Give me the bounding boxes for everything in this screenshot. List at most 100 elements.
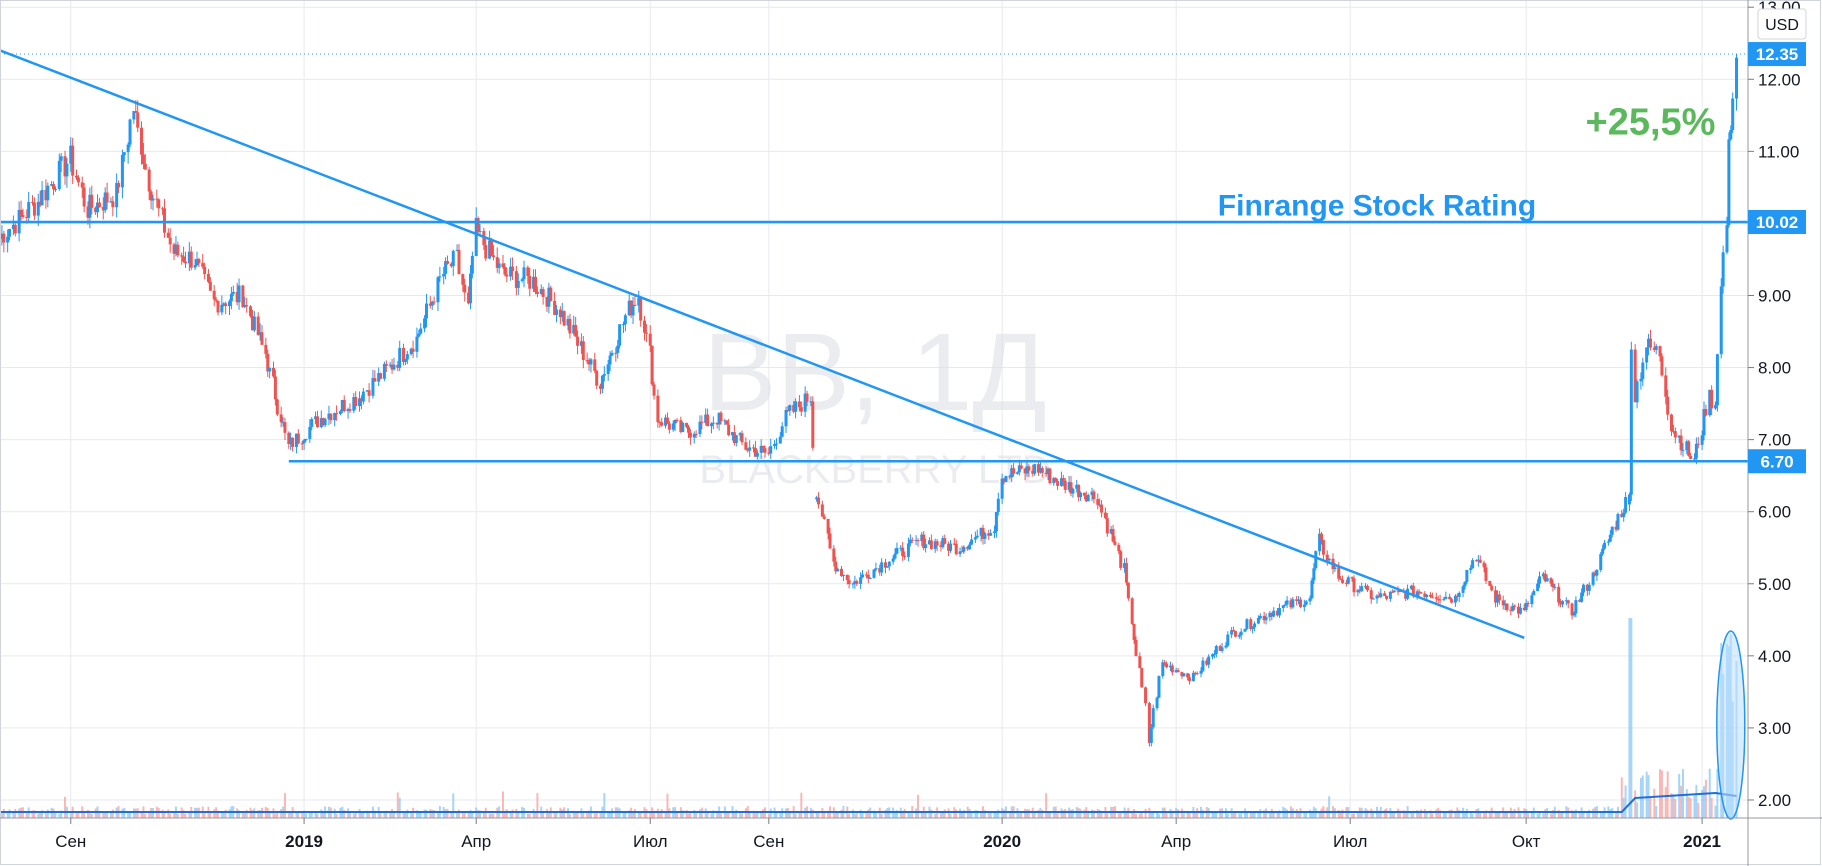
candle-body[interactable] — [182, 256, 186, 262]
candle-body[interactable] — [1522, 607, 1526, 611]
candle-body[interactable] — [1314, 551, 1318, 569]
candle-body[interactable] — [1599, 554, 1603, 570]
candle-body[interactable] — [1123, 563, 1127, 568]
candle-body[interactable] — [206, 274, 210, 282]
currency-box[interactable] — [1757, 8, 1807, 40]
candle-body[interactable] — [392, 364, 396, 370]
candle-body[interactable] — [1295, 599, 1299, 601]
candle-body[interactable] — [1474, 560, 1478, 562]
candle-body[interactable] — [1681, 450, 1685, 452]
candle-body[interactable] — [874, 568, 878, 570]
candle-body[interactable] — [1285, 600, 1289, 605]
candle-body[interactable] — [214, 299, 218, 301]
candle-body[interactable] — [0, 233, 4, 239]
candle-body[interactable] — [13, 224, 17, 234]
candle-body[interactable] — [1168, 665, 1172, 668]
candle-body[interactable] — [1230, 630, 1234, 635]
candle-body[interactable] — [1578, 600, 1582, 602]
candle-body[interactable] — [1350, 577, 1354, 579]
candle-body[interactable] — [832, 548, 836, 562]
candle-body[interactable] — [258, 332, 262, 335]
candle-body[interactable] — [600, 375, 604, 389]
candle-body[interactable] — [836, 568, 840, 572]
candle-body[interactable] — [1501, 600, 1505, 606]
candle-body[interactable] — [941, 538, 945, 548]
candle-body[interactable] — [1633, 349, 1637, 403]
candle-body[interactable] — [201, 263, 205, 267]
candle-body[interactable] — [161, 208, 165, 210]
candle-body[interactable] — [338, 411, 342, 414]
candle-body[interactable] — [1090, 491, 1094, 495]
candle-body[interactable] — [237, 285, 241, 303]
candle-body[interactable] — [1256, 618, 1260, 624]
candle-body[interactable] — [1725, 225, 1729, 253]
candle-body[interactable] — [149, 191, 153, 201]
candle-body[interactable] — [1082, 492, 1086, 496]
candle-body[interactable] — [94, 207, 98, 213]
candle-body[interactable] — [329, 413, 333, 421]
candle-body[interactable] — [371, 378, 375, 396]
candle-body[interactable] — [396, 364, 400, 368]
candle-body[interactable] — [1205, 660, 1209, 665]
candle-body[interactable] — [755, 452, 759, 457]
candle-body[interactable] — [989, 533, 993, 536]
candle-body[interactable] — [1469, 568, 1473, 570]
candle-body[interactable] — [193, 265, 197, 268]
candle-body[interactable] — [992, 531, 996, 534]
candle-body[interactable] — [778, 436, 782, 444]
candle-body[interactable] — [503, 267, 507, 275]
candle-body[interactable] — [660, 422, 664, 426]
candle-body[interactable] — [1207, 656, 1211, 665]
candle-body[interactable] — [467, 292, 471, 304]
candle-body[interactable] — [1191, 672, 1195, 681]
candle-body[interactable] — [147, 169, 151, 192]
candle-body[interactable] — [572, 324, 576, 334]
candle-body[interactable] — [1471, 560, 1475, 569]
candle-body[interactable] — [300, 443, 304, 445]
candle-body[interactable] — [409, 348, 413, 355]
candle-body[interactable] — [692, 433, 696, 438]
candle-body[interactable] — [323, 419, 327, 425]
candle-body[interactable] — [618, 324, 622, 346]
candle-body[interactable] — [1647, 338, 1651, 348]
candle-body[interactable] — [533, 276, 537, 292]
candle-body[interactable] — [1478, 559, 1482, 563]
candle-body[interactable] — [1557, 586, 1561, 603]
candle-body[interactable] — [134, 111, 138, 113]
candle-body[interactable] — [694, 433, 698, 435]
candle-body[interactable] — [1092, 491, 1096, 500]
candle-body[interactable] — [461, 274, 465, 285]
candle-body[interactable] — [151, 198, 155, 201]
candle-body[interactable] — [1149, 727, 1153, 743]
candle-body[interactable] — [333, 413, 337, 421]
candle-body[interactable] — [162, 208, 166, 233]
candle-body[interactable] — [128, 119, 132, 145]
candle-body[interactable] — [1163, 662, 1167, 664]
candle-body[interactable] — [470, 255, 474, 274]
candle-body[interactable] — [566, 318, 570, 326]
candle-body[interactable] — [899, 547, 903, 549]
candle-body[interactable] — [1559, 602, 1563, 605]
candle-body[interactable] — [187, 251, 191, 264]
candle-body[interactable] — [1199, 670, 1203, 674]
candle-body[interactable] — [1585, 584, 1589, 591]
candle-body[interactable] — [1409, 585, 1413, 589]
candle-body[interactable] — [700, 421, 704, 423]
candle-body[interactable] — [522, 267, 526, 280]
candle-body[interactable] — [1505, 603, 1509, 611]
candle-body[interactable] — [744, 442, 748, 450]
candle-body[interactable] — [1509, 610, 1513, 612]
candle-body[interactable] — [1457, 592, 1461, 597]
candle-body[interactable] — [1038, 468, 1042, 473]
candle-body[interactable] — [1419, 592, 1423, 594]
candle-body[interactable] — [25, 217, 29, 219]
candle-body[interactable] — [283, 422, 287, 433]
candle-body[interactable] — [1511, 605, 1515, 611]
candle-body[interactable] — [987, 533, 991, 536]
candle-body[interactable] — [1147, 703, 1151, 743]
candle-body[interactable] — [774, 443, 778, 445]
downtrend-line[interactable] — [0, 49, 1525, 639]
candle-body[interactable] — [667, 423, 671, 430]
candle-body[interactable] — [1193, 672, 1197, 674]
